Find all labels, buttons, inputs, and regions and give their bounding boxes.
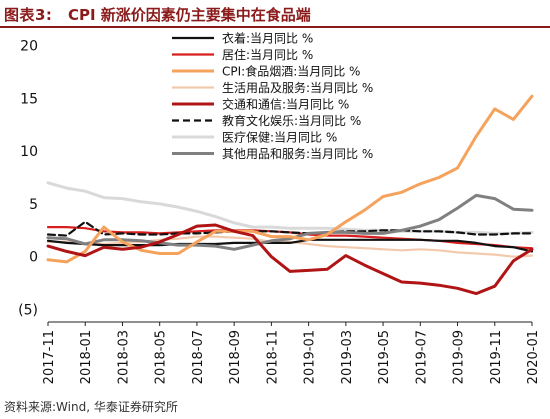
legend-label: 教育文化娱乐:当月同比 % (222, 113, 361, 128)
legend: 衣着:当月同比 % 居住:当月同比 % CPI:食品烟酒:当月同比 %生活用品及服务… (172, 31, 373, 161)
series-line (46, 193, 534, 251)
x-tick-label: 2019-07 (414, 330, 429, 384)
legend-label: 其他用品和服务:当月同比 % (222, 146, 373, 161)
x-tick-label: 2018-09 (228, 330, 243, 384)
series-line (46, 223, 534, 296)
plot-lines (46, 94, 534, 296)
legend-label: 交通和通信:当月同比 % (222, 97, 349, 112)
x-tick-label: 2019-03 (340, 330, 355, 384)
x-tick-label: 2020-01 (526, 330, 541, 384)
y-tick-label: 5 (29, 197, 38, 213)
x-tick-label: 2018-07 (191, 330, 206, 384)
y-axis: 20 15 10 5 0 (5) (18, 39, 38, 319)
x-tick-label: 2019-09 (452, 330, 467, 384)
y-tick-label: 20 (20, 39, 38, 55)
legend-label: 衣着:当月同比 % (222, 31, 313, 46)
y-tick-label: 0 (29, 250, 38, 266)
x-axis: 2017-11 2018-01 2018-03 2018-05 2018-07 2018-… (42, 321, 541, 384)
legend-label: 居住:当月同比 % (222, 48, 313, 62)
y-tick-label: 10 (20, 144, 38, 160)
chart-title: CPI 新涨价因素仍主要集中在食品端 (68, 6, 311, 24)
legend-label: 医疗保健:当月同比 % (222, 131, 337, 145)
figure-header: 图表3: CPI 新涨价因素仍主要集中在食品端 (0, 0, 550, 28)
series-line (46, 220, 534, 237)
x-tick-label: 2019-01 (303, 330, 318, 384)
legend-label: 生活用品及服务:当月同比 % (222, 80, 373, 95)
x-tick-label: 2017-11 (42, 330, 57, 384)
x-tick-label: 2019-05 (377, 330, 392, 384)
figure-label: 图表3: (4, 6, 53, 24)
x-tick-label: 2019-11 (489, 330, 504, 384)
x-tick-label: 2018-05 (154, 330, 169, 384)
x-tick-label: 2018-11 (265, 330, 280, 384)
x-tick-label: 2018-01 (79, 330, 94, 384)
x-tick-label: 2018-03 (116, 330, 131, 384)
line-chart: 20 15 10 5 0 (5) 2017-11 2018-01 2018-03 2018-05… (18, 31, 541, 385)
y-tick-label: (5) (18, 302, 38, 318)
series-line (46, 226, 534, 250)
legend-label: CPI:食品烟酒:当月同比 % (222, 64, 360, 79)
source-note: 资料来源:Wind, 华泰证券研究所 (4, 400, 178, 414)
series-line (46, 94, 534, 264)
y-tick-label: 15 (20, 91, 38, 107)
